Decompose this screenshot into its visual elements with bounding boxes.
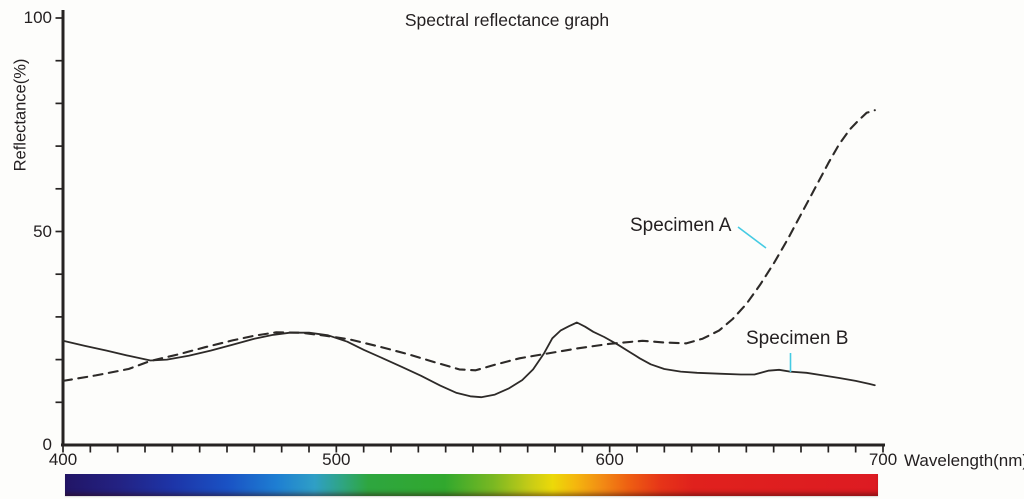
y-tick-label-50: 50 [33, 221, 52, 241]
x-tick-label-600: 600 [595, 450, 624, 469]
y-tick-label-0: 0 [42, 435, 52, 454]
specimen-a-label: Specimen A [630, 215, 732, 236]
chart-title: Spectral reflectance graph [404, 10, 610, 30]
specimen-b-label: Specimen B [746, 328, 849, 349]
visible-spectrum-gradient-bar [65, 474, 878, 496]
x-tick-label-500: 500 [322, 450, 351, 469]
x-tick-label-700: 700 [868, 450, 898, 469]
series-curve-a [61, 109, 876, 382]
x-tick-label-400: 400 [48, 450, 78, 469]
y-tick-label-100: 100 [23, 8, 52, 27]
series-curve-b [62, 321, 876, 399]
x-axis-title: Wavelength(nm) [904, 451, 1024, 470]
